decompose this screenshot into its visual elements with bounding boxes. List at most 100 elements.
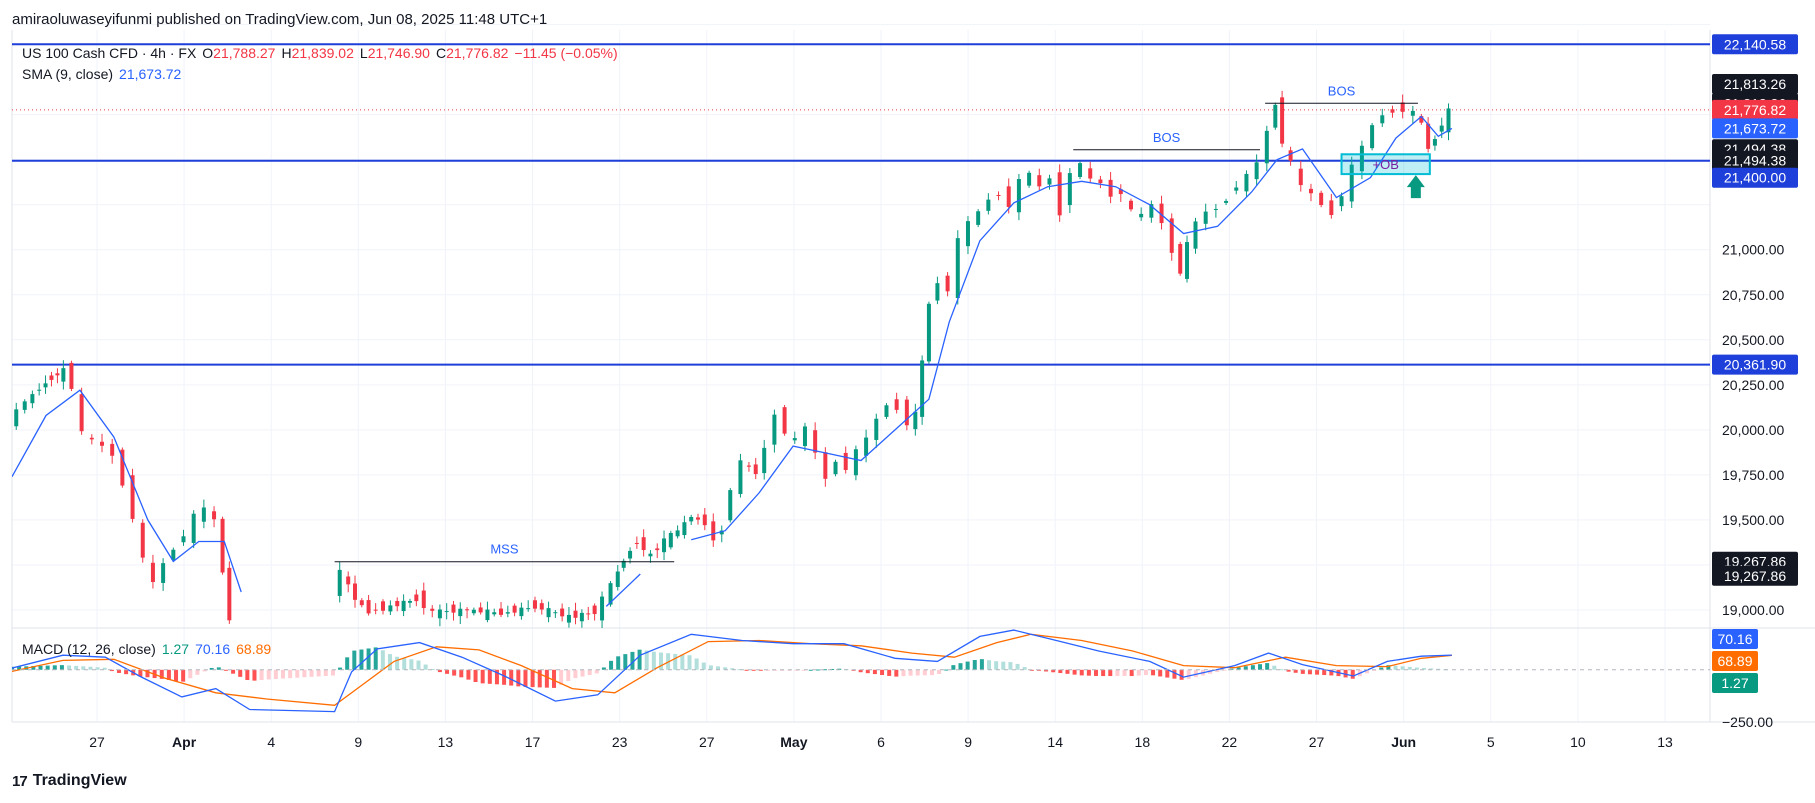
price-label-text: 21,673.72 [1724, 120, 1786, 136]
candle-up [43, 383, 48, 388]
candle-down [346, 576, 351, 585]
macd-histogram-bar [159, 669, 164, 679]
macd-histogram-bar [1429, 668, 1434, 670]
candle-down [894, 399, 899, 410]
macd-histogram-bar [209, 667, 214, 670]
macd-histogram-bar [95, 667, 100, 670]
candle-down [451, 604, 456, 613]
candle-up [1047, 178, 1052, 185]
macd-histogram-bar [872, 669, 877, 675]
macd-histogram-bar [808, 669, 813, 671]
sma-label: SMA (9, close) [22, 66, 114, 82]
candle-up [1380, 115, 1385, 124]
candle-down [55, 373, 60, 376]
macd-histogram-bar [345, 657, 350, 670]
macd-histogram-bar [88, 666, 93, 670]
macd-histogram-bar [402, 658, 407, 670]
price-label-text: 20,361.90 [1724, 357, 1786, 373]
candle-down [150, 562, 155, 582]
price-label-text: 21,813.26 [1724, 76, 1786, 92]
price-axis-tick: 20,500.00 [1722, 332, 1784, 348]
candle-up [1067, 173, 1072, 206]
time-axis-tick: Jun [1391, 734, 1416, 750]
time-axis-tick: 13 [438, 734, 454, 750]
macd-histogram-bar [1044, 669, 1049, 672]
sma-value: 21,673.72 [119, 66, 182, 82]
candle-down [1288, 150, 1293, 161]
candle-up [920, 360, 925, 417]
candle-down [843, 452, 848, 470]
candle-up [546, 608, 551, 618]
high-value: 21,839.02 [291, 45, 354, 61]
candle-down [1037, 175, 1042, 187]
macd-histogram-bar [245, 669, 250, 681]
macd-hist-value: 1.27 [161, 641, 190, 657]
macd-histogram-bar [316, 669, 321, 677]
macd-histogram-bar [502, 669, 507, 685]
macd-histogram-bar [716, 666, 721, 670]
candle-up [201, 507, 206, 522]
macd-histogram-bar [1393, 665, 1398, 670]
macd-histogram-bar [1108, 669, 1113, 677]
macd-histogram-bar [1179, 669, 1184, 680]
macd-histogram-bar [758, 669, 763, 671]
price-label-box [1712, 34, 1798, 55]
candle-up [986, 199, 991, 211]
candle-up [388, 605, 393, 612]
candle-up [337, 569, 342, 596]
order-block-zone [1340, 153, 1431, 176]
macd-histogram-bar [1379, 667, 1384, 670]
candle-down [69, 362, 74, 389]
macd-histogram-bar [1193, 669, 1198, 678]
candle-down [1006, 186, 1011, 207]
macd-histogram-bar [737, 669, 742, 671]
candle-up [833, 461, 838, 475]
macd-histogram-bar [1400, 666, 1405, 670]
candle-down [212, 511, 217, 520]
macd-histogram-bar [1008, 662, 1013, 670]
candle-down [395, 600, 400, 607]
macd-histogram-bar [1122, 669, 1127, 677]
candle-down [414, 594, 419, 602]
price-label-text: 21,400.00 [1724, 170, 1786, 186]
candle-down [560, 608, 565, 617]
macd-histogram-bar [1079, 669, 1084, 676]
candle-down [120, 449, 125, 486]
macd-histogram-bar [38, 665, 43, 670]
candle-up [628, 550, 633, 559]
macd-histogram-bar [680, 654, 685, 670]
macd-histogram-bar [823, 669, 828, 671]
macd-histogram-bar [124, 669, 129, 675]
macd-legend: MACD (12, 26, close) 1.27 70.16 68.89 [22, 641, 277, 657]
macd-histogram-bar [587, 669, 592, 675]
candle-up [719, 530, 724, 535]
low-label: L [359, 45, 368, 61]
candle-up [553, 612, 558, 614]
macd-histogram-bar [138, 669, 143, 677]
macd-histogram-bar [915, 669, 920, 676]
macd-histogram-bar [1322, 669, 1327, 676]
macd-histogram-bar [552, 669, 557, 688]
candle-up [662, 538, 667, 553]
candle-down [746, 465, 751, 467]
candle-up [1078, 163, 1083, 177]
time-axis-tick: 27 [699, 734, 715, 750]
macd-histogram-bar [537, 669, 542, 688]
footer-brand[interactable]: 17 TradingView [12, 772, 127, 790]
macd-histogram-bar [17, 666, 22, 670]
candle-up [955, 238, 960, 299]
macd-histogram-bar [523, 669, 528, 687]
macd-histogram-bar [837, 668, 842, 670]
macd-histogram-bar [416, 660, 421, 670]
macd-histogram-bar [45, 665, 50, 670]
structure-label: MSS [490, 542, 519, 557]
macd-histogram-bar [395, 656, 400, 670]
macd-histogram-bar [1001, 661, 1006, 670]
symbol-label: US 100 Cash CFD · 4h · FX [22, 45, 197, 61]
macd-histogram-bar [908, 669, 913, 676]
macd-histogram-bar [1279, 669, 1284, 671]
time-axis-tick: 22 [1222, 734, 1238, 750]
candle-up [1349, 164, 1354, 202]
candle-down [1426, 123, 1431, 149]
